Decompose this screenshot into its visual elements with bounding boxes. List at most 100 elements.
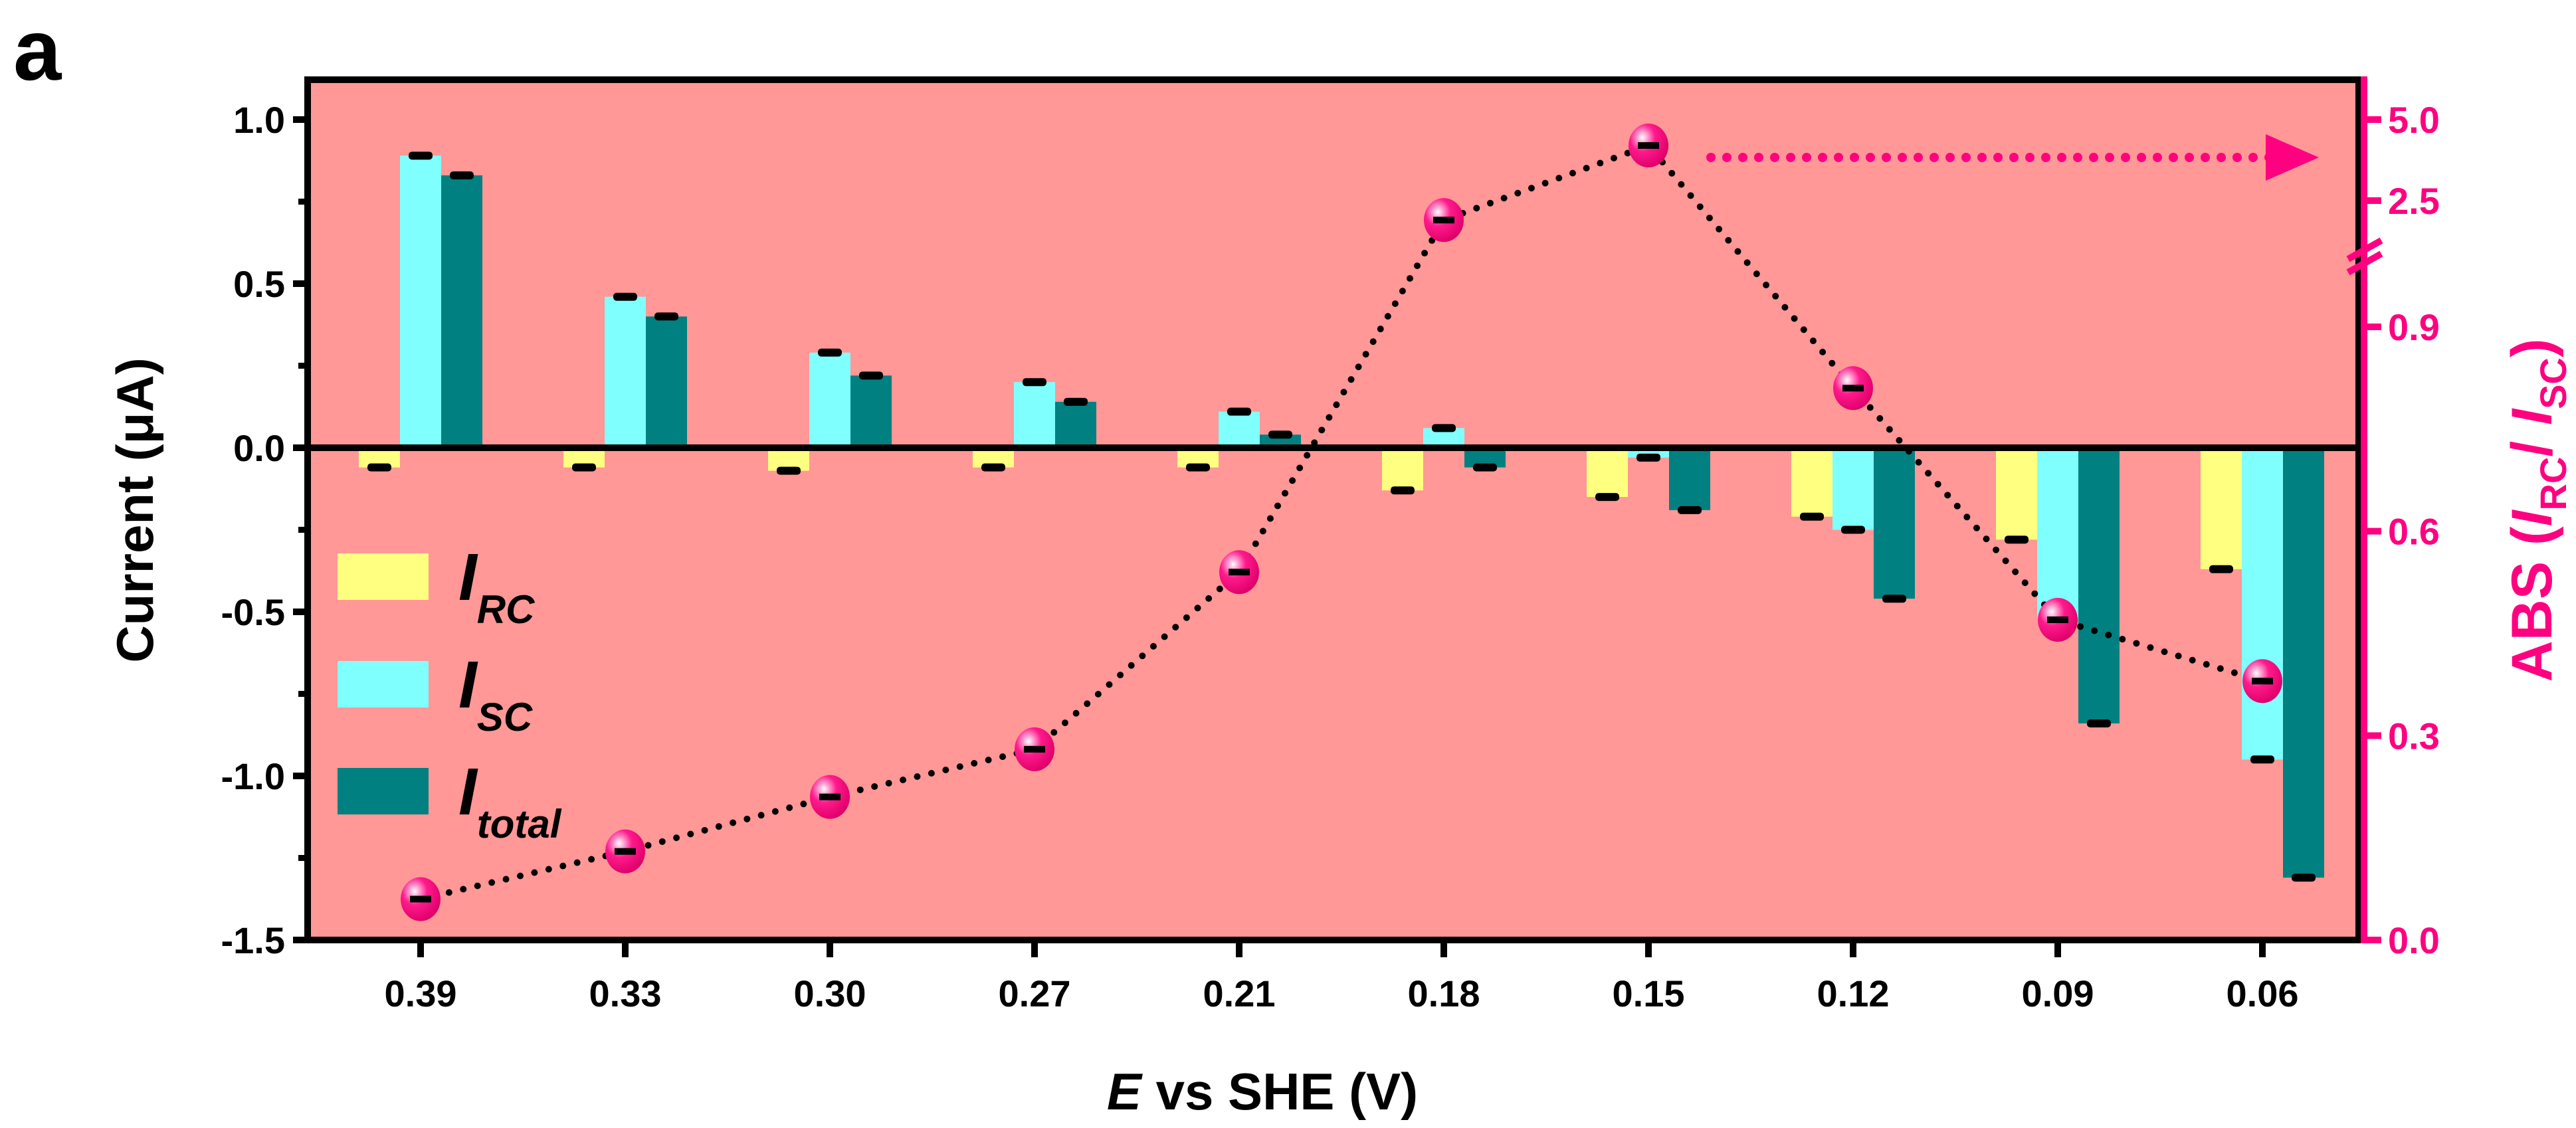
bar-sc — [2242, 448, 2283, 760]
y-axis-title: Current (μA) — [106, 357, 164, 662]
error-bar-rc — [1186, 463, 1210, 472]
abs-error-bar — [615, 848, 636, 855]
error-bar-rc — [1800, 512, 1824, 521]
y2-tick-label: 0.9 — [2388, 306, 2440, 348]
bar-sc — [400, 155, 441, 448]
x-tick-label: 0.12 — [1817, 973, 1890, 1014]
bar-sc — [2037, 448, 2078, 618]
x-tick-label: 0.27 — [999, 973, 1071, 1014]
error-bar-sc — [1636, 453, 1660, 462]
error-bar-total — [450, 171, 474, 179]
error-bar-total — [2087, 719, 2111, 727]
abs-error-bar — [1842, 385, 1864, 392]
abs-line — [417, 141, 2266, 903]
error-bar-total — [1064, 397, 1088, 406]
y-tick-label: -0.5 — [221, 591, 286, 633]
error-bar-total — [1473, 463, 1497, 472]
x-tick-label: 0.15 — [1613, 973, 1685, 1014]
error-bar-total — [859, 371, 883, 380]
y2-title-suffix: ) — [2500, 338, 2564, 357]
bar-sc — [605, 296, 646, 448]
error-bar-sc — [1023, 378, 1046, 387]
legend: IRC ISC Itotal — [338, 540, 562, 846]
bar-total — [2078, 448, 2120, 723]
bar-rc — [1791, 448, 1833, 517]
error-bar-rc — [367, 463, 391, 472]
error-bar-rc — [2209, 565, 2233, 573]
abs-error-bar — [1024, 745, 1045, 753]
error-bar-sc — [2250, 755, 2274, 764]
error-bar-rc — [1391, 486, 1415, 495]
bar-total — [646, 316, 687, 448]
error-bar-rc — [2005, 535, 2029, 544]
x-tick-label: 0.33 — [589, 973, 662, 1014]
y-tick-label: 1.0 — [233, 99, 285, 141]
abs-error-bar — [819, 793, 841, 800]
error-bar-total — [1268, 430, 1292, 439]
bar-sc — [1014, 382, 1055, 448]
x-tick-label: 0.39 — [385, 973, 457, 1014]
y2-tick-label: 2.5 — [2388, 180, 2440, 222]
x-axis-title-italic: E — [1107, 1062, 1143, 1121]
y2-title-i2: I — [2500, 408, 2564, 425]
abs-error-bar — [1638, 142, 1659, 149]
error-bar-sc — [1227, 407, 1251, 416]
y2-title-s2: SC — [2532, 357, 2574, 409]
error-bar-total — [2292, 874, 2316, 882]
y2-title-slash: / — [2500, 425, 2564, 457]
y2-tick-label: 0.6 — [2388, 511, 2440, 553]
error-bar-total — [1678, 506, 1702, 514]
bar-total — [1055, 401, 1096, 448]
legend-label-sc: ISC — [458, 648, 534, 739]
x-tick-label: 0.09 — [2022, 973, 2094, 1014]
error-bar-sc — [409, 151, 433, 160]
y-tick-label: 0.5 — [233, 263, 285, 305]
legend-label-total: Itotal — [458, 755, 562, 846]
y2-axis-title: ABS (IRC/ ISC) — [2500, 338, 2574, 682]
error-bar-sc — [1432, 424, 1456, 432]
plot-frame — [304, 76, 2362, 943]
axis-break-mark — [2346, 250, 2383, 276]
y-tick-label: -1.0 — [221, 755, 286, 797]
bar-total — [1874, 448, 1915, 599]
y-tick-label: 0.0 — [233, 427, 285, 469]
error-bar-total — [654, 312, 678, 321]
y2-tick-label: 5.0 — [2388, 99, 2440, 141]
y2-tick-label: 0.3 — [2388, 715, 2440, 757]
x-tick-label: 0.21 — [1203, 973, 1276, 1014]
arrow-head-icon — [2266, 134, 2319, 181]
x-tick-label: 0.06 — [2227, 973, 2299, 1014]
x-tick-label: 0.30 — [794, 973, 866, 1014]
legend-swatch-sc — [338, 661, 429, 707]
legend-swatch-rc — [338, 553, 429, 600]
bar-total — [850, 375, 892, 448]
abs-error-bar — [2252, 678, 2273, 685]
bar-sc — [1219, 411, 1260, 448]
legend-swatch-total — [338, 768, 429, 814]
y2-title-i1: I — [2500, 509, 2564, 526]
error-bar-sc — [818, 348, 842, 357]
bar-total — [2283, 448, 2324, 878]
bar-sc — [1833, 448, 1874, 530]
error-bar-rc — [572, 463, 596, 472]
abs-error-bar — [1229, 569, 1250, 576]
legend-label-rc: IRC — [458, 540, 536, 632]
bar-rc — [1996, 448, 2037, 540]
abs-error-bar — [1433, 217, 1454, 224]
y-tick-label: -1.5 — [221, 919, 286, 961]
bar-rc — [1382, 448, 1423, 491]
error-bar-rc — [1595, 493, 1619, 502]
y2-title-prefix: ABS ( — [2500, 526, 2564, 682]
x-axis-title: E vs SHE (V) — [1107, 1062, 1418, 1121]
axis-break-mark — [2346, 237, 2383, 262]
bar-total — [441, 175, 482, 448]
bar-total — [1669, 448, 1710, 510]
error-bar-rc — [777, 466, 801, 475]
error-bar-rc — [981, 463, 1005, 472]
y2-tick-label: 0.0 — [2388, 919, 2440, 961]
y2-title-s1: RC — [2532, 457, 2574, 511]
error-bar-total — [1882, 595, 1906, 603]
panel-label: a — [13, 1, 62, 98]
error-bar-sc — [1841, 525, 1865, 534]
